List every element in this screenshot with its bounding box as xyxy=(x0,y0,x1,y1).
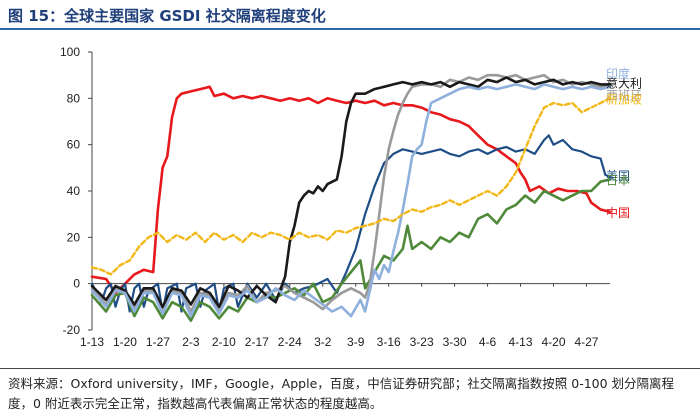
x-tick-label: 2-24 xyxy=(278,335,302,349)
series-label-意大利: 意大利 xyxy=(606,75,642,90)
footer-divider xyxy=(0,368,700,369)
x-tick-label: 4-13 xyxy=(509,335,533,349)
x-tick-label: 3-23 xyxy=(410,335,434,349)
x-tick-label: 1-13 xyxy=(80,335,104,349)
series-label-中国: 中国 xyxy=(606,205,630,220)
x-tick-label: 3-30 xyxy=(443,335,467,349)
chart-axes: -20 0 20 40 60 80 100 1-13 1-20 1-27 2-3 2-10 2-17 2-… xyxy=(60,45,610,349)
x-tick-label: 4-27 xyxy=(574,335,598,349)
chart-series-lines xyxy=(90,73,612,322)
x-tick-label: 2-17 xyxy=(245,335,269,349)
series-line-中国 xyxy=(90,85,612,295)
y-tick-label: 80 xyxy=(67,91,81,105)
series-line-西班牙 xyxy=(90,73,612,313)
y-tick-label: 0 xyxy=(73,277,80,291)
series-line-意大利 xyxy=(90,76,612,309)
series-line-新加坡 xyxy=(90,97,612,276)
series-label-新加坡: 新加坡 xyxy=(606,91,642,106)
series-line-印度 xyxy=(90,83,612,318)
x-tick-label: 3-16 xyxy=(377,335,401,349)
y-tick-label: 100 xyxy=(60,45,80,59)
series-line-美国 xyxy=(90,134,612,313)
series-label-印度: 印度 xyxy=(606,66,630,81)
y-tick-label: 60 xyxy=(67,138,81,152)
y-tick-label: 40 xyxy=(67,184,81,198)
x-tick-label: 3-2 xyxy=(314,335,332,349)
title-bar: 图 15：全球主要国家 GSDI 社交隔离程度变化 xyxy=(0,0,700,30)
y-tick-label: -20 xyxy=(63,323,81,337)
x-tick-label: 3-9 xyxy=(347,335,365,349)
series-label-美国: 美国 xyxy=(606,169,630,183)
x-tick-label: 2-3 xyxy=(182,335,200,349)
x-tick-label: 4-6 xyxy=(479,335,497,349)
series-label-西班牙: 西班牙 xyxy=(606,88,642,102)
x-tick-label: 1-20 xyxy=(113,335,137,349)
x-tick-label: 2-10 xyxy=(212,335,236,349)
x-tick-label: 1-27 xyxy=(146,335,170,349)
chart-title: 图 15：全球主要国家 GSDI 社交隔离程度变化 xyxy=(8,7,326,25)
series-line-日本 xyxy=(90,178,612,322)
y-tick-label: 20 xyxy=(67,230,81,244)
x-tick-label: 4-20 xyxy=(541,335,565,349)
source-note: 资料来源：Oxford university，IMF，Google，Apple，… xyxy=(8,376,675,411)
series-label-日本: 日本 xyxy=(606,173,630,187)
line-chart: -20 0 20 40 60 80 100 1-13 1-20 1-27 2-3 2-10 2-17 2-… xyxy=(60,45,642,349)
